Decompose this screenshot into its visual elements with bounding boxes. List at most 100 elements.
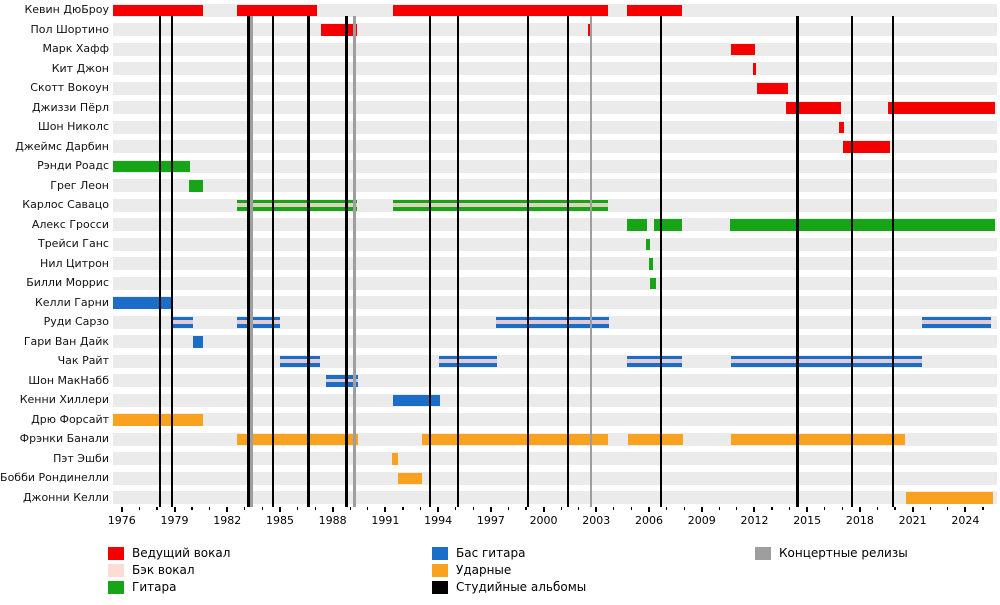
row-band: [113, 101, 997, 115]
x-major-tick: [595, 507, 598, 512]
live-release-line: [589, 16, 593, 507]
x-minor-tick: [560, 507, 562, 510]
x-minor-tick: [244, 507, 246, 510]
backing-vocal-stripe: [439, 359, 497, 363]
drums-bar: [113, 414, 203, 426]
x-minor-tick: [261, 507, 263, 510]
member-label: Шон МакНабб: [28, 373, 109, 387]
guitar-bar: [653, 219, 682, 231]
legend-swatch-lead_vocals: [108, 547, 124, 560]
x-minor-tick: [876, 507, 879, 510]
guitar-bar: [645, 238, 651, 250]
studio-album-line: [345, 16, 348, 507]
x-major-tick: [226, 507, 229, 512]
backing-vocal-stripe: [392, 203, 608, 207]
lead_vocals-bar: [320, 24, 357, 36]
bass-bar: [237, 316, 280, 328]
row-band: [113, 393, 997, 407]
legend-label: Концертные релизы: [779, 546, 908, 560]
guitar-bar: [392, 199, 608, 211]
member-label: Бобби Рондинелли: [0, 471, 109, 485]
x-major-tick: [542, 507, 545, 512]
studio-album-line: [271, 16, 275, 507]
backing-vocal-stripe: [730, 359, 922, 363]
legend-swatch-studio_album: [432, 581, 448, 594]
x-minor-tick: [665, 507, 668, 510]
bass-bar: [730, 355, 922, 367]
x-tick-label: 2012: [740, 514, 769, 527]
legend-swatch-drums: [432, 564, 448, 577]
backing-vocal-stripe: [279, 359, 321, 363]
x-minor-tick: [929, 507, 931, 510]
x-tick-label: 1991: [371, 514, 400, 527]
studio-album-line: [659, 16, 663, 507]
x-minor-tick: [402, 507, 404, 510]
backing-vocal-stripe: [170, 320, 193, 324]
row-band: [113, 62, 997, 76]
legend-swatch-guitar: [108, 581, 124, 594]
drums-bar: [392, 453, 399, 465]
x-minor-tick: [349, 507, 351, 510]
x-minor-tick: [472, 507, 474, 510]
row-band: [113, 237, 997, 251]
x-major-tick: [648, 507, 651, 512]
member-label: Дрю Форсайт: [31, 412, 109, 426]
row-band: [113, 296, 997, 310]
x-major-tick: [700, 507, 703, 512]
row-band: [113, 179, 997, 193]
row-band: [113, 276, 997, 290]
live-release-line: [250, 16, 253, 507]
studio-album-line: [526, 16, 530, 507]
studio-album-line: [247, 16, 250, 507]
x-major-tick: [331, 507, 334, 512]
x-minor-tick: [455, 507, 457, 510]
guitar-bar: [188, 180, 203, 192]
lead_vocals-bar: [785, 102, 841, 114]
x-tick-label: 1985: [265, 514, 294, 527]
x-minor-tick: [718, 507, 720, 510]
lead_vocals-bar: [730, 43, 755, 55]
member-label: Грег Леон: [50, 178, 109, 192]
studio-album-line: [170, 16, 174, 507]
x-tick-label: 2000: [529, 514, 558, 527]
member-label: Джиззи Пёрл: [31, 100, 109, 114]
member-label: Гари Ван Дайк: [23, 334, 109, 348]
drums-bar: [905, 492, 993, 504]
member-label: Билли Моррис: [26, 276, 109, 290]
x-minor-tick: [771, 507, 773, 510]
x-minor-tick: [209, 507, 211, 510]
x-tick-label: 2006: [635, 514, 664, 527]
legend-label: Бэк вокал: [132, 563, 195, 578]
guitar-bar: [649, 258, 653, 270]
backing-vocal-stripe: [326, 378, 358, 383]
x-major-tick: [489, 507, 492, 512]
x-tick-label: 2009: [687, 514, 716, 527]
member-label: Пэт Эшби: [53, 451, 109, 465]
x-major-tick: [858, 507, 861, 512]
member-label: Кевин ДюБроу: [24, 3, 109, 17]
x-tick-label: 1982: [213, 514, 242, 527]
lead_vocals-bar: [752, 63, 757, 75]
guitar-bar: [237, 199, 357, 211]
drums-bar: [627, 433, 683, 445]
member-label: Трейси Ганс: [37, 237, 109, 251]
x-tick-label: 2015: [793, 514, 822, 527]
x-minor-tick: [525, 507, 527, 510]
legend-swatch-live_release: [755, 547, 771, 560]
lead_vocals-bar: [392, 4, 608, 16]
row-band: [113, 120, 997, 134]
legend-swatch-bass: [432, 547, 448, 560]
bass-bar: [495, 316, 609, 328]
studio-album-line: [307, 16, 310, 507]
row-band: [113, 491, 997, 505]
live-release-line: [353, 16, 356, 507]
member-label: Джеймс Дарбин: [15, 139, 109, 153]
row-band: [113, 413, 997, 427]
row-band: [113, 452, 997, 466]
lead_vocals-bar: [756, 82, 789, 94]
legend-label: Ударные: [456, 563, 512, 578]
x-minor-tick: [138, 507, 140, 510]
row-band: [113, 140, 997, 154]
x-tick-label: 1997: [476, 514, 505, 527]
row-band: [113, 42, 997, 56]
